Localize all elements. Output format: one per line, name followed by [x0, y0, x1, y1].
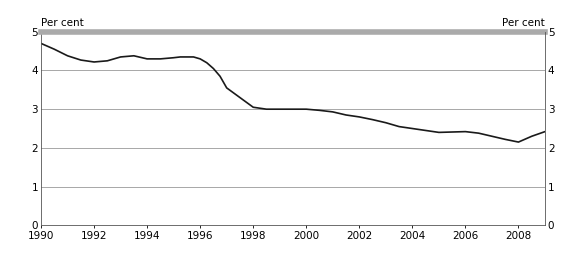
- Text: Per cent: Per cent: [41, 18, 84, 28]
- Text: Per cent: Per cent: [502, 18, 545, 28]
